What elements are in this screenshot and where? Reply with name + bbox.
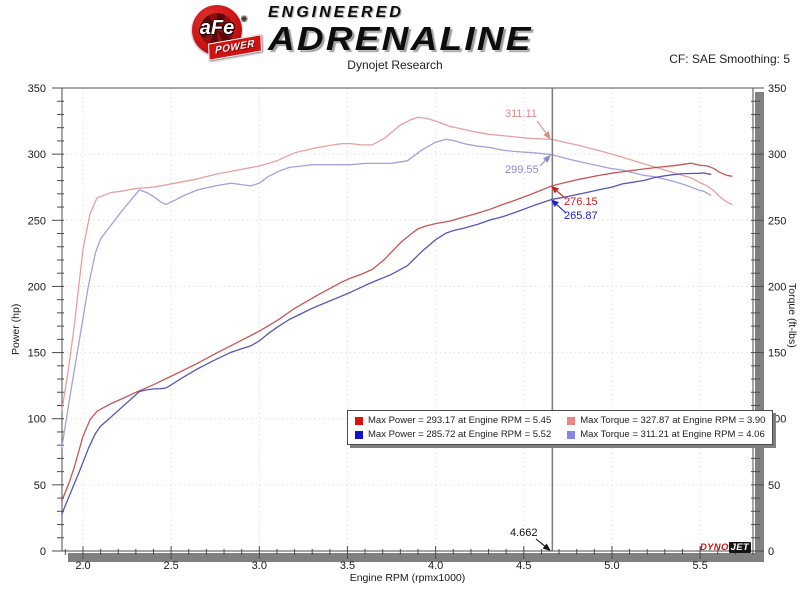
brand-adrenaline-text: ADRENALINE [268, 20, 533, 57]
legend-label: Max Torque = 311.21 at Engine RPM = 4.06 [580, 429, 765, 440]
svg-text:0: 0 [40, 546, 46, 558]
correction-smoothing-info: CF: SAE Smoothing: 5 [669, 52, 790, 66]
y-axis-label-power: Power (hp) [10, 303, 22, 355]
legend-label: Max Torque = 327.87 at Engine RPM = 3.90 [580, 415, 766, 426]
svg-text:300: 300 [768, 149, 786, 161]
legend-swatch-red-icon [355, 416, 363, 425]
brand-wordmark: ENGINEERED ADRENALINE [268, 4, 530, 55]
svg-text:300: 300 [28, 149, 46, 161]
legend-label: Max Power = 293.17 at Engine RPM = 5.45 [368, 415, 552, 426]
dynojet-logo-jet: JET [728, 542, 751, 553]
svg-text:5.0: 5.0 [604, 560, 619, 572]
svg-text:200: 200 [768, 281, 786, 293]
afe-logo-text: aFe ® [199, 17, 247, 39]
callout-torque-blue-value: 299.55 [505, 164, 539, 176]
svg-text:3.5: 3.5 [340, 560, 355, 572]
svg-text:5.5: 5.5 [692, 560, 707, 572]
cursor-rpm-value: 4.662 [510, 527, 538, 539]
svg-text:350: 350 [28, 83, 46, 95]
legend-label: Max Power = 285.72 at Engine RPM = 5.52 [368, 429, 552, 440]
svg-text:4.0: 4.0 [428, 560, 443, 572]
svg-text:200: 200 [28, 281, 46, 293]
svg-text:250: 250 [768, 215, 786, 227]
legend-swatch-pink-icon [567, 416, 576, 425]
svg-text:100: 100 [28, 414, 46, 426]
chart-title: Dynojet Research [347, 58, 443, 72]
svg-text:150: 150 [28, 348, 46, 360]
brand-engineered-text: ENGINEERED [268, 4, 404, 21]
legend-item-max-torque-red: Max Torque = 327.87 at Engine RPM = 3.90 [567, 414, 765, 427]
legend-item-max-power-blue: Max Power = 285.72 at Engine RPM = 5.52 [355, 428, 551, 441]
svg-text:250: 250 [28, 215, 46, 227]
svg-text:50: 50 [768, 480, 780, 492]
legend-item-max-power-red: Max Power = 293.17 at Engine RPM = 5.45 [355, 414, 551, 427]
svg-text:150: 150 [768, 348, 786, 360]
x-axis-label-rpm: Engine RPM (rpmx1000) [349, 572, 466, 584]
svg-text:2.0: 2.0 [75, 560, 90, 572]
callout-torque-red-value: 311.11 [505, 108, 538, 120]
callout-power-blue-value: 265.87 [564, 210, 598, 222]
svg-text:3.0: 3.0 [252, 560, 267, 572]
dynojet-logo-dyno: DYNO [700, 542, 729, 553]
dynojet-logo: DYNO JET [700, 542, 751, 553]
y-axis-label-torque: Torque (ft-lbs) [786, 283, 798, 348]
svg-text:4.5: 4.5 [516, 560, 531, 572]
afe-power-banner-text: POWER [214, 38, 256, 57]
svg-text:50: 50 [34, 480, 46, 492]
registered-mark: ® [242, 17, 247, 23]
legend-item-max-torque-blue: Max Torque = 311.21 at Engine RPM = 4.06 [567, 428, 765, 441]
legend-swatch-blue-icon [355, 430, 363, 439]
afe-power-logo: aFe ® POWER [188, 3, 268, 61]
svg-text:0: 0 [768, 546, 774, 558]
svg-text:2.5: 2.5 [163, 560, 178, 572]
svg-text:350: 350 [768, 83, 786, 95]
callout-power-red-value: 276.15 [564, 196, 598, 208]
legend-swatch-lightblue-icon [567, 430, 576, 439]
legend-box: Max Power = 293.17 at Engine RPM = 5.45 … [347, 410, 774, 445]
